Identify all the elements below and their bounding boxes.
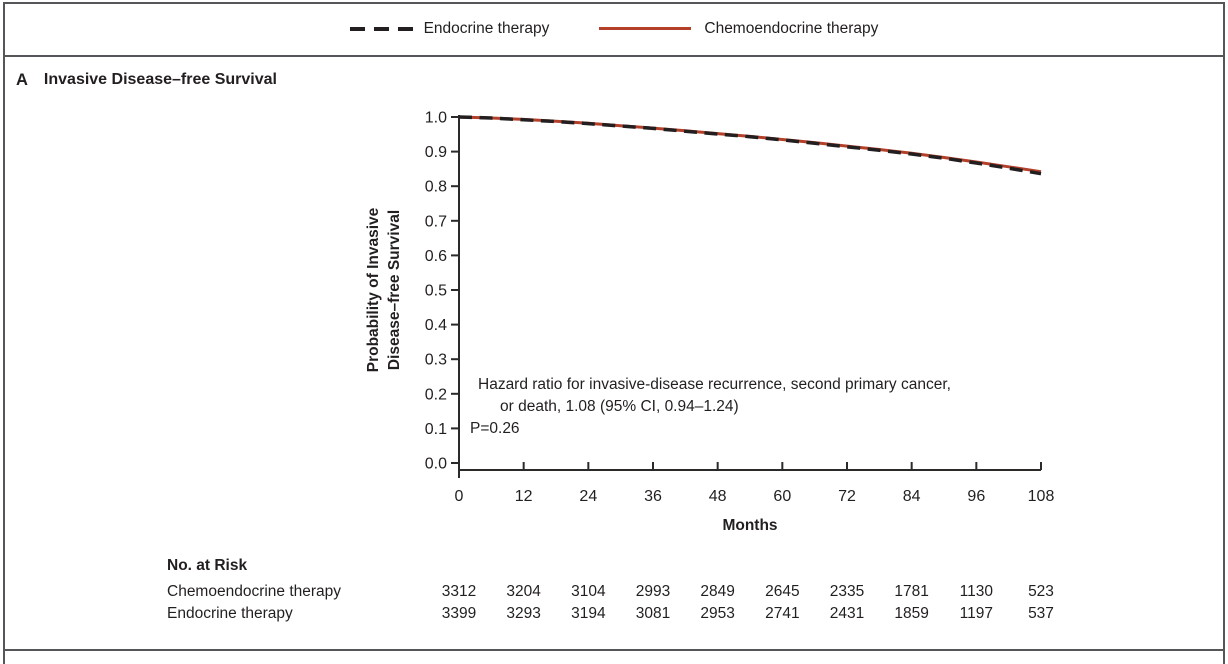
x-tick-label: 96 bbox=[967, 488, 985, 505]
y-tick-label: 0.7 bbox=[425, 213, 447, 230]
chemoendocrine-solid-line-icon bbox=[599, 26, 692, 31]
legend-label-chemoendocrine: Chemoendocrine therapy bbox=[704, 19, 879, 37]
y-tick-label: 0.5 bbox=[425, 283, 447, 300]
risk-count-cell: 3293 bbox=[506, 605, 541, 622]
risk-count-cell: 2645 bbox=[765, 583, 800, 600]
y-tick-label: 0.9 bbox=[425, 144, 447, 161]
risk-count-cell: 2953 bbox=[700, 605, 735, 622]
x-tick-label: 36 bbox=[644, 488, 662, 505]
risk-count-cell: 3312 bbox=[441, 583, 477, 600]
x-tick-label: 84 bbox=[903, 488, 921, 505]
y-tick-label: 0.3 bbox=[425, 352, 447, 369]
risk-count-cell: 3104 bbox=[571, 583, 606, 600]
annotation-line1: Hazard ratio for invasive-disease recurr… bbox=[478, 376, 951, 393]
endocrine-dashed-line-icon bbox=[349, 26, 413, 31]
y-axis-title-line1: Probability of Invasive bbox=[365, 207, 382, 373]
x-tick-label: 108 bbox=[1028, 488, 1055, 505]
risk-count-cell: 3204 bbox=[506, 583, 541, 600]
risk-count-cell: 3081 bbox=[635, 605, 671, 622]
risk-count-cell: 1781 bbox=[894, 583, 929, 600]
legend-label-endocrine: Endocrine therapy bbox=[423, 19, 550, 37]
x-tick-label: 60 bbox=[773, 488, 791, 505]
panel-title: A Invasive Disease–free Survival bbox=[16, 71, 277, 90]
risk-count-cell: 2849 bbox=[700, 583, 735, 600]
x-axis-title: Months bbox=[722, 517, 777, 534]
risk-row-label-chemoendocrine: Chemoendocrine therapy bbox=[167, 583, 342, 600]
y-tick-label: 0.0 bbox=[425, 456, 447, 473]
annotation-pvalue: P=0.26 bbox=[470, 420, 520, 437]
y-tick-label: 0.4 bbox=[425, 317, 447, 334]
risk-count-cell: 537 bbox=[1028, 605, 1054, 622]
legend: Endocrine therapy Chemoendocrine therapy bbox=[3, 2, 1225, 57]
risk-count-cell: 523 bbox=[1028, 583, 1054, 600]
y-tick-label: 1.0 bbox=[425, 110, 447, 127]
y-axis-title: Probability of Invasive Disease–free Sur… bbox=[363, 208, 405, 373]
risk-count-cell: 2993 bbox=[635, 583, 671, 600]
risk-table-header: No. at Risk bbox=[167, 557, 248, 574]
panel-letter: A bbox=[16, 71, 28, 89]
figure-frame-bottom bbox=[3, 651, 1225, 664]
x-tick-label: 0 bbox=[455, 488, 464, 505]
y-tick-label: 0.1 bbox=[425, 421, 447, 438]
risk-count-cell: 3399 bbox=[441, 605, 477, 622]
risk-count-cell: 3194 bbox=[571, 605, 606, 622]
curve-chemoendocrine bbox=[458, 115, 1042, 174]
x-tick-label: 12 bbox=[515, 488, 533, 505]
risk-count-cell: 2741 bbox=[765, 605, 800, 622]
risk-count-cell: 2335 bbox=[829, 583, 865, 600]
x-tick-label: 48 bbox=[709, 488, 727, 505]
risk-count-cell: 2431 bbox=[829, 605, 865, 622]
risk-count-cell: 1130 bbox=[959, 583, 993, 600]
y-tick-label: 0.6 bbox=[425, 248, 447, 265]
annotation-line2: or death, 1.08 (95% CI, 0.94–1.24) bbox=[500, 398, 739, 415]
risk-count-cell: 1859 bbox=[894, 605, 929, 622]
risk-count-cell: 1197 bbox=[959, 605, 993, 622]
panel-title-text: Invasive Disease–free Survival bbox=[43, 71, 277, 88]
risk-row-label-endocrine: Endocrine therapy bbox=[167, 605, 293, 622]
x-tick-label: 72 bbox=[838, 488, 856, 505]
hazard-ratio-annotation: Hazard ratio for invasive-disease recurr… bbox=[470, 374, 951, 440]
x-tick-label: 24 bbox=[579, 488, 597, 505]
y-tick-label: 0.8 bbox=[425, 179, 447, 196]
y-axis-title-line2: Disease–free Survival bbox=[386, 209, 403, 371]
curve-endocrine bbox=[458, 115, 1042, 176]
y-tick-label: 0.2 bbox=[425, 386, 447, 403]
figure-frame bbox=[3, 2, 1225, 651]
